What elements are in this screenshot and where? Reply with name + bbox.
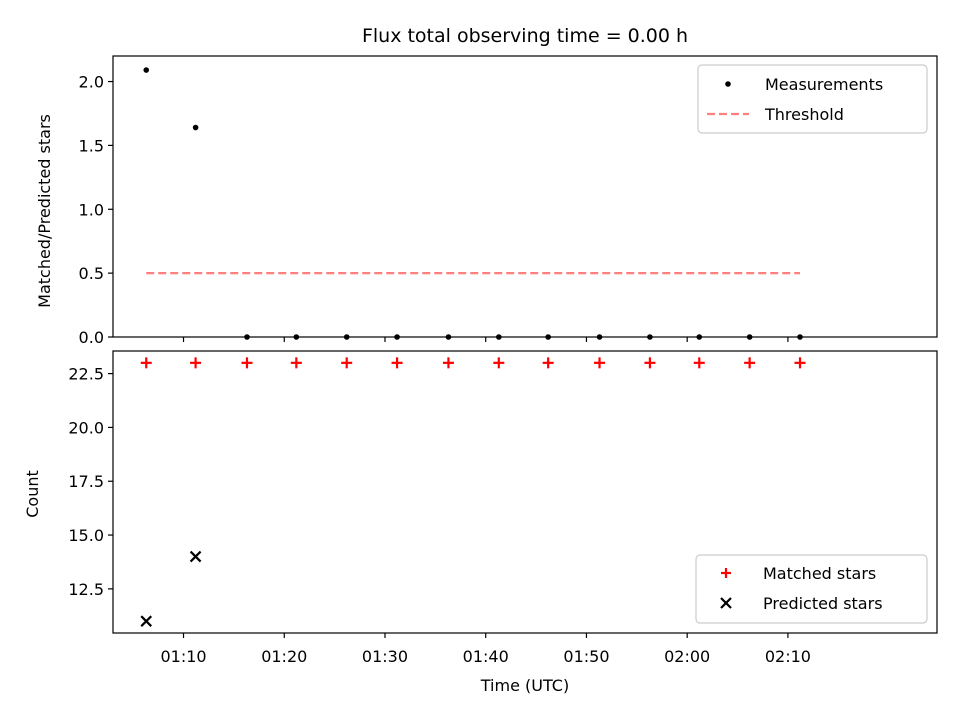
- x-tick-label: 01:50: [563, 647, 609, 666]
- bottom-y-tick-label: 22.5: [68, 365, 104, 384]
- legend-marker-matched-stars: [721, 568, 731, 578]
- top-y-tick-label: 0.5: [79, 264, 104, 283]
- matched-stars-point: [391, 357, 403, 369]
- top-y-tick-label: 2.0: [79, 73, 104, 92]
- measurement-point: [143, 67, 150, 73]
- top-y-ticks: 0.0 0.5 1.0 1.5 2.0: [79, 73, 113, 347]
- matched-stars-point: [693, 357, 705, 369]
- top-x-ticks: [182, 337, 789, 342]
- matched-stars-point: [290, 357, 302, 369]
- x-axis-label: Time (UTC): [480, 676, 569, 695]
- bottom-x-ticks: 01:10 01:20 01:30 01:40 01:50 02:00 02:10: [160, 633, 811, 666]
- bottom-y-ticks: 12.5 15.0 17.5 20.0 22.5: [68, 365, 113, 599]
- matched-stars-point: [140, 357, 152, 369]
- legend-label-measurements: Measurements: [765, 75, 883, 94]
- bottom-y-tick-label: 12.5: [68, 580, 104, 599]
- bottom-y-tick-label: 15.0: [68, 526, 104, 545]
- matched-stars-point: [442, 357, 454, 369]
- matched-stars-point: [794, 357, 806, 369]
- top-plot-marks: [143, 67, 803, 340]
- top-y-tick-label: 1.5: [79, 136, 104, 155]
- x-tick-label: 01:40: [463, 647, 509, 666]
- bottom-axes-frame: [112, 350, 938, 634]
- bottom-plot-marks: [140, 357, 806, 627]
- matched-stars-point: [241, 357, 253, 369]
- bottom-y-tick-label: 17.5: [68, 472, 104, 491]
- top-y-tick-label: 1.0: [79, 200, 104, 219]
- predicted-stars-point: [140, 615, 153, 627]
- x-tick-label: 01:30: [362, 647, 408, 666]
- matched-stars-point: [341, 357, 353, 369]
- top-axes-frame: [112, 55, 938, 338]
- legend-label-threshold: Threshold: [764, 105, 844, 124]
- matched-stars-point: [594, 357, 606, 369]
- matched-stars-point: [644, 357, 656, 369]
- top-y-axis-label: Matched/Predicted stars: [35, 114, 54, 308]
- x-tick-label: 01:10: [160, 647, 206, 666]
- x-tick-label: 02:10: [765, 647, 811, 666]
- top-legend: Measurements Threshold: [697, 64, 928, 134]
- bottom-y-axis-label: Count: [23, 470, 42, 518]
- matched-stars-point: [190, 357, 202, 369]
- matched-stars-point: [744, 357, 756, 369]
- legend-label-predicted-stars: Predicted stars: [763, 594, 883, 613]
- legend-marker-predicted-stars: [720, 597, 732, 609]
- legend-label-matched-stars: Matched stars: [763, 564, 876, 583]
- bottom-panel: 12.5 15.0 17.5 20.0 22.5 01:10 01:20 01:30 01:4…: [23, 350, 938, 666]
- matched-stars-point: [493, 357, 505, 369]
- bottom-legend-box: [695, 554, 928, 624]
- x-tick-label: 02:00: [664, 647, 710, 666]
- legend-marker-measurements: [725, 81, 731, 87]
- chart-title: Flux total observing time = 0.00 h: [362, 25, 688, 47]
- top-legend-box: [697, 64, 928, 134]
- bottom-y-tick-label: 20.0: [68, 418, 104, 437]
- top-panel: 0.00.51.01.52.0 Matched/Predicted stars …: [35, 55, 938, 347]
- bottom-legend: Matched stars Predicted stars: [695, 554, 928, 624]
- predicted-stars-point: [189, 550, 202, 563]
- x-tick-label: 01:20: [261, 647, 307, 666]
- matched-stars-point: [542, 357, 554, 369]
- measurement-point: [192, 124, 199, 131]
- top-y-tick-label: 0.0: [79, 328, 104, 347]
